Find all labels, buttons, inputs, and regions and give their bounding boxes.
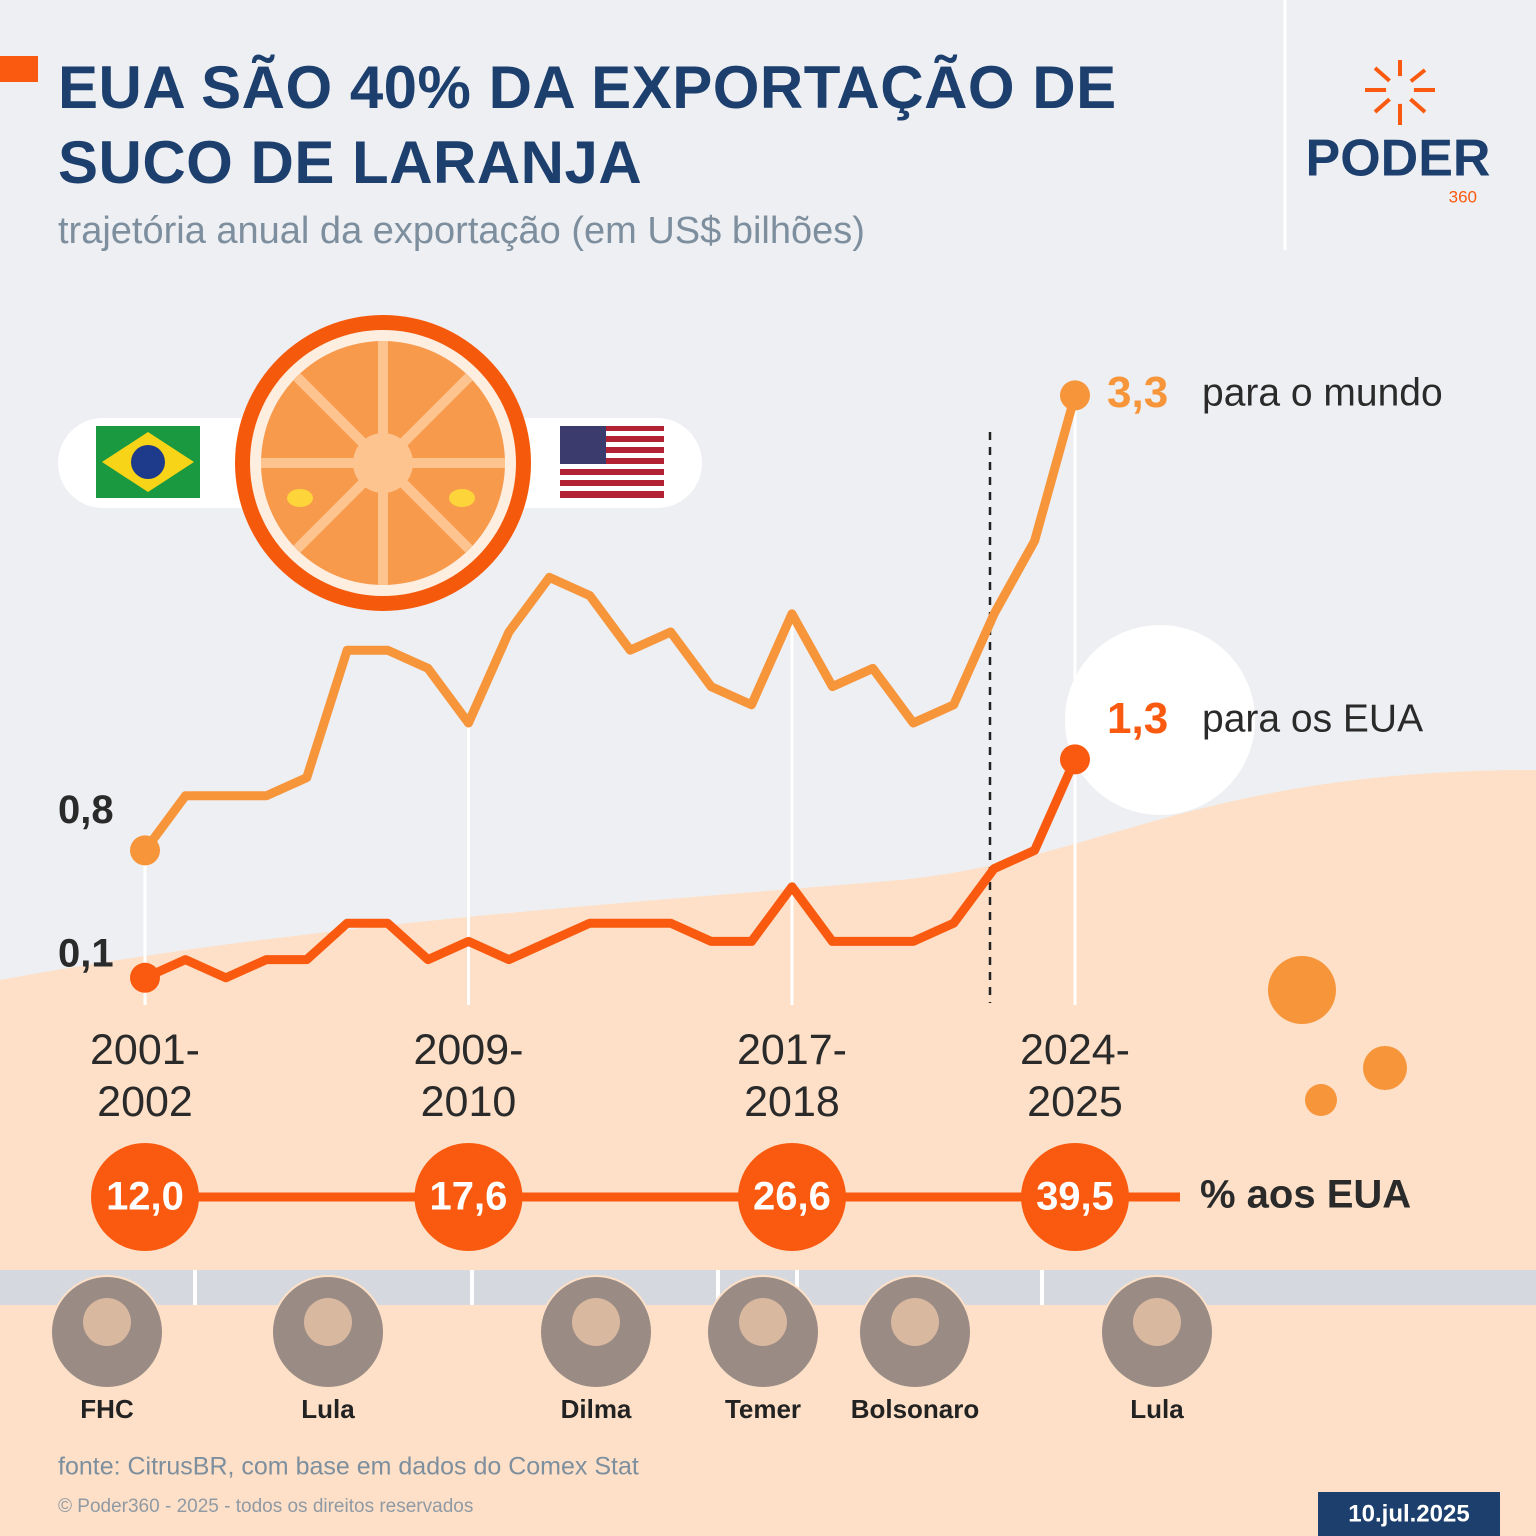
share-title: % aos EUA [1200, 1173, 1411, 1217]
share-label: 17,6 [430, 1175, 508, 1219]
logo: PODER [1306, 130, 1491, 188]
x-tick-label: 2009-2010 [413, 1026, 524, 1126]
label-backdrop [1065, 625, 1255, 815]
portrait-face [891, 1298, 939, 1346]
share-label: 12,0 [106, 1175, 184, 1219]
copyright: © Poder360 - 2025 - todos os direitos re… [58, 1496, 473, 1517]
president-name: Temer [725, 1394, 801, 1424]
line [143, 757, 1080, 983]
point [1060, 744, 1090, 775]
president-name: Lula [301, 1394, 355, 1424]
portrait-face [1133, 1298, 1181, 1346]
x-tick-label: 2017-2018 [736, 1026, 847, 1126]
president-name: Bolsonaro [851, 1394, 980, 1424]
date-box [1318, 1492, 1500, 1536]
title-marker [0, 56, 38, 82]
date: 10.jul.2025 [1348, 1500, 1469, 1527]
brazil-flag [96, 426, 200, 498]
decor [1363, 1046, 1407, 1090]
line [141, 394, 1080, 854]
portrait-face [83, 1298, 131, 1346]
share-marker [1021, 1143, 1129, 1251]
portrait-face [572, 1298, 620, 1346]
share-label: 39,5 [1036, 1175, 1114, 1219]
orange-icon [235, 315, 531, 611]
share-marker [91, 1143, 199, 1251]
president-name: Lula [1130, 1394, 1184, 1424]
data-label: 0,8 [58, 788, 114, 832]
point [130, 835, 160, 866]
president-name: Dilma [561, 1394, 632, 1424]
share-label: 26,6 [753, 1175, 831, 1219]
title: EUA SÃO 40% DA EXPORTAÇÃO DE SUCO DE LAR… [58, 54, 1117, 196]
legend-label: para os EUA [1202, 698, 1423, 741]
legend-label: para o mundo [1202, 372, 1443, 415]
share-marker [737, 1143, 846, 1251]
president-name: FHC [80, 1394, 134, 1424]
data-label: 0,1 [58, 931, 114, 975]
point [1060, 380, 1090, 411]
usa-flag [560, 426, 664, 498]
portrait-face [304, 1298, 352, 1346]
x-tick-label: 2001-2002 [90, 1026, 200, 1126]
subtitle: trajetória anual da exportação (em US$ b… [58, 210, 865, 252]
decor [1305, 1084, 1337, 1116]
point [130, 962, 160, 993]
data-label: 1,3 [1107, 694, 1168, 743]
logo-sub: 360 [1449, 187, 1477, 206]
source: fonte: CitrusBR, com base em dados do Co… [58, 1453, 639, 1481]
logo-icon [1365, 60, 1435, 125]
x-tick-label: 2024-2025 [1020, 1026, 1130, 1126]
share-marker [414, 1143, 523, 1251]
portrait-face [739, 1298, 787, 1346]
decor [1268, 956, 1336, 1024]
data-label: 3,3 [1107, 368, 1168, 417]
